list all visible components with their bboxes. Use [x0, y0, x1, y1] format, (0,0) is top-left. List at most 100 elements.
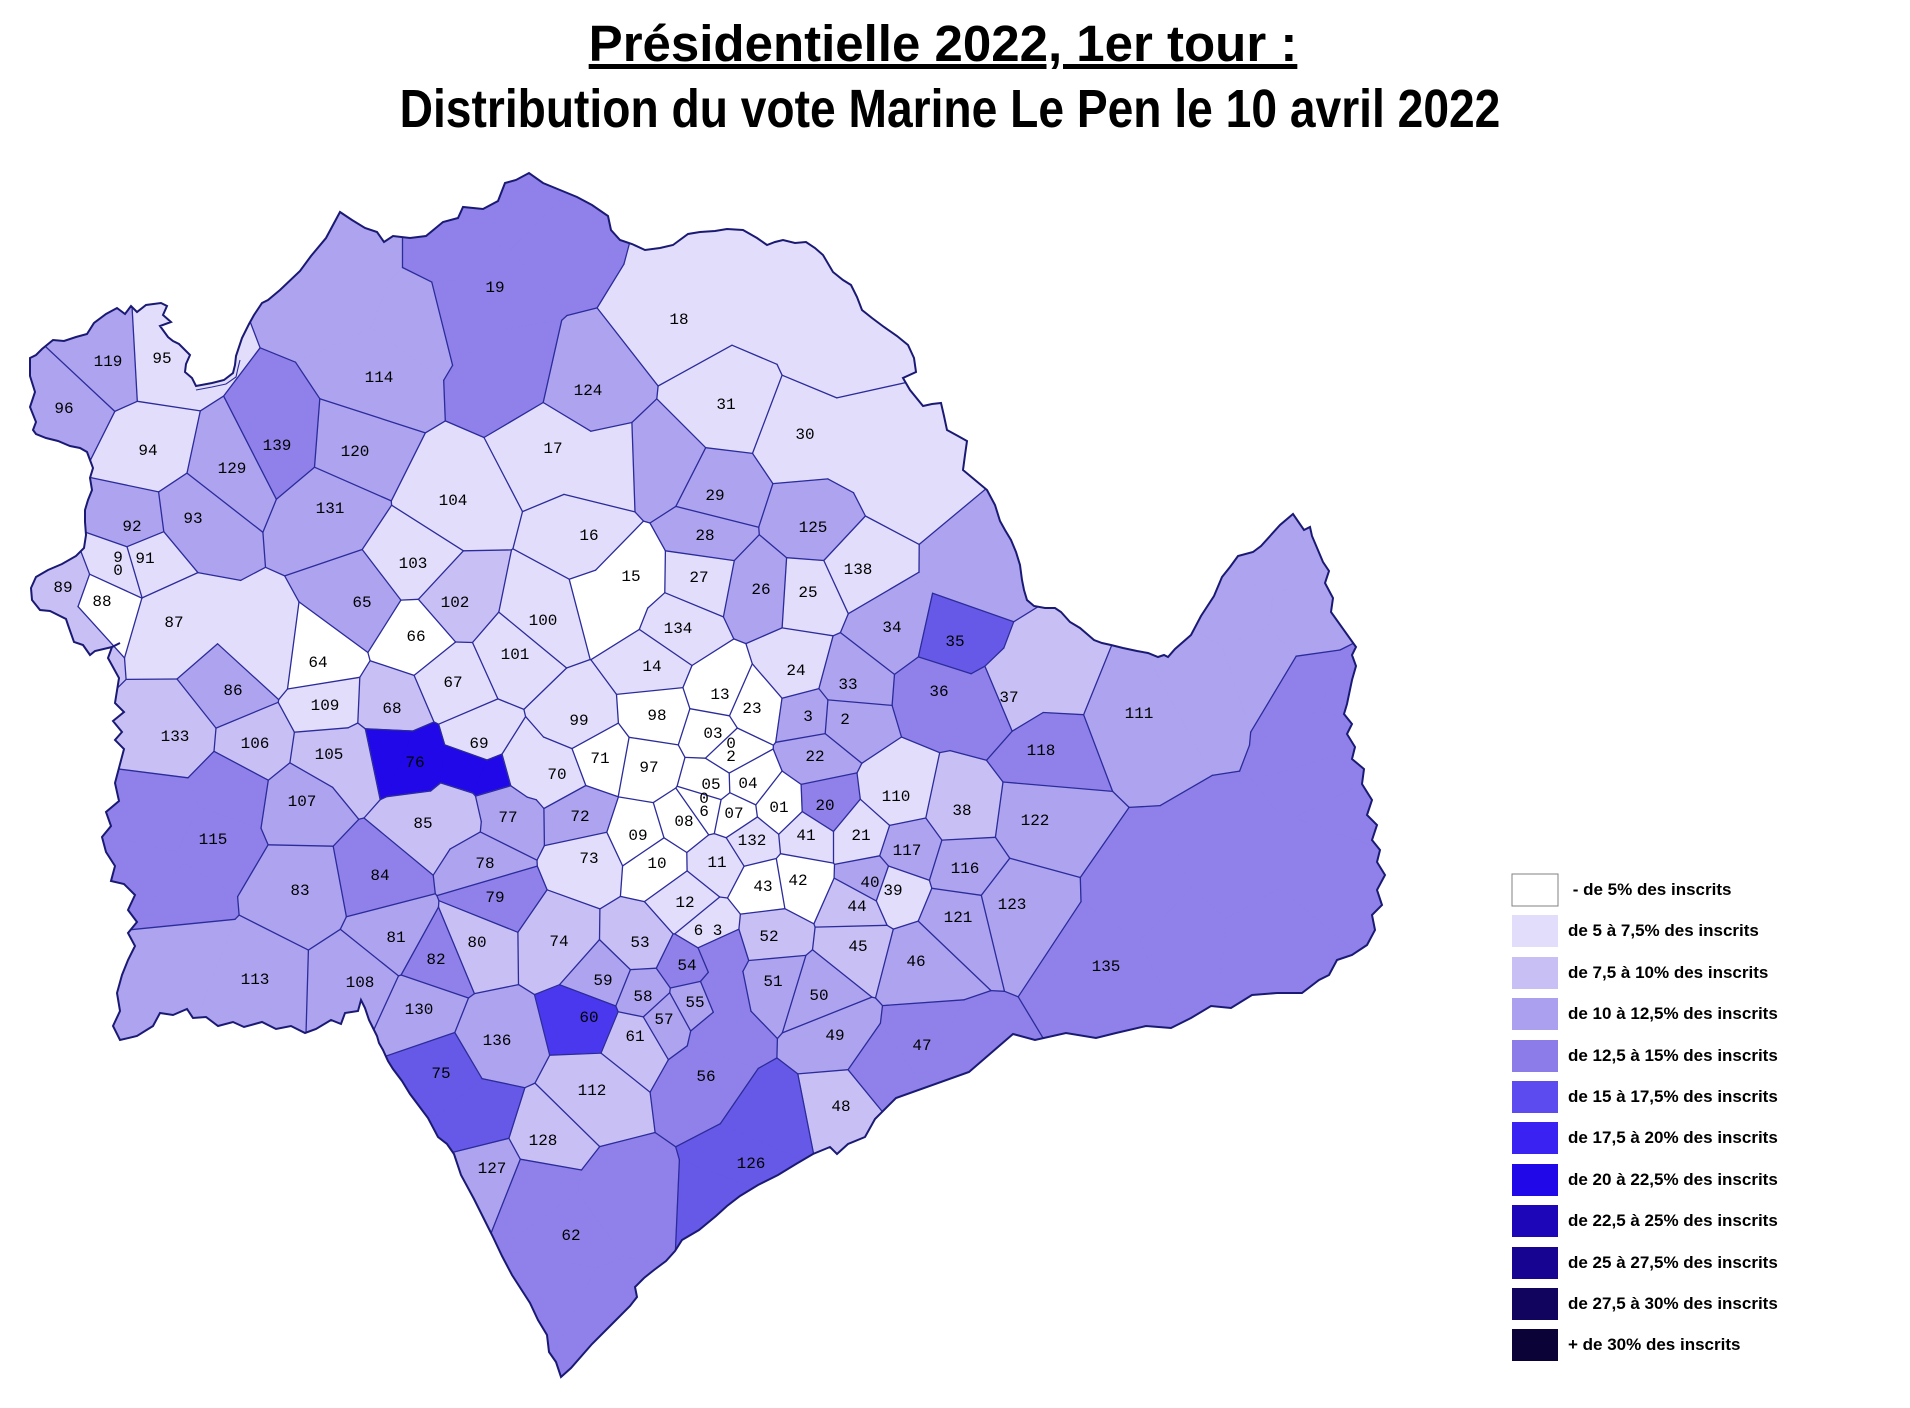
svg-text:36: 36: [929, 683, 948, 701]
svg-text:de 12,5 à 15% des inscrits: de 12,5 à 15% des inscrits: [1568, 1046, 1778, 1065]
svg-text:106: 106: [241, 735, 270, 753]
svg-text:23: 23: [742, 700, 761, 718]
svg-text:114: 114: [365, 369, 394, 387]
svg-text:129: 129: [218, 460, 247, 478]
svg-text:81: 81: [386, 929, 405, 947]
svg-text:125: 125: [799, 519, 828, 537]
svg-text:133: 133: [161, 728, 190, 746]
svg-text:15: 15: [621, 568, 640, 586]
svg-text:130: 130: [405, 1001, 434, 1019]
svg-text:65: 65: [352, 594, 371, 612]
svg-text:16: 16: [579, 527, 598, 545]
svg-text:91: 91: [135, 550, 154, 568]
svg-text:53: 53: [630, 934, 649, 952]
svg-text:112: 112: [578, 1082, 607, 1100]
svg-text:59: 59: [593, 972, 612, 990]
svg-text:121: 121: [944, 909, 973, 927]
svg-text:82: 82: [426, 951, 445, 969]
svg-text:31: 31: [716, 396, 735, 414]
svg-text:139: 139: [263, 437, 292, 455]
svg-text:05: 05: [701, 776, 720, 794]
svg-text:42: 42: [788, 872, 807, 890]
svg-text:113: 113: [241, 971, 270, 989]
svg-text:115: 115: [199, 831, 228, 849]
svg-text:de 17,5 à 20% des inscrits: de 17,5 à 20% des inscrits: [1568, 1128, 1778, 1147]
svg-text:78: 78: [475, 855, 494, 873]
svg-text:77: 77: [498, 809, 517, 827]
svg-text:2: 2: [726, 748, 736, 766]
svg-text:104: 104: [439, 492, 468, 510]
svg-text:de 5 à 7,5% des inscrits: de 5 à 7,5% des inscrits: [1568, 921, 1759, 940]
svg-text:64: 64: [308, 654, 327, 672]
svg-text:57: 57: [654, 1011, 673, 1029]
svg-text:56: 56: [696, 1068, 715, 1086]
svg-text:99: 99: [569, 712, 588, 730]
svg-text:60: 60: [579, 1009, 598, 1027]
svg-text:12: 12: [675, 894, 694, 912]
svg-text:3: 3: [803, 708, 813, 726]
svg-text:0: 0: [726, 735, 736, 753]
svg-text:84: 84: [370, 867, 389, 885]
svg-text:97: 97: [639, 759, 658, 777]
svg-text:de 22,5 à 25% des inscrits: de 22,5 à 25% des inscrits: [1568, 1211, 1778, 1230]
svg-text:76: 76: [405, 754, 424, 772]
svg-text:10: 10: [647, 855, 666, 873]
svg-text:96: 96: [54, 400, 73, 418]
svg-text:111: 111: [1125, 705, 1154, 723]
svg-text:09: 09: [628, 827, 647, 845]
svg-text:47: 47: [912, 1037, 931, 1055]
svg-text:49: 49: [825, 1027, 844, 1045]
svg-text:119: 119: [94, 353, 123, 371]
svg-text:98: 98: [647, 707, 666, 725]
svg-text:2: 2: [840, 711, 850, 729]
svg-text:0: 0: [113, 562, 123, 580]
svg-text:73: 73: [579, 850, 598, 868]
svg-text:117: 117: [893, 842, 922, 860]
svg-text:de 7,5 à 10% des inscrits: de 7,5 à 10% des inscrits: [1568, 963, 1768, 982]
svg-text:24: 24: [786, 662, 805, 680]
svg-text:38: 38: [952, 802, 971, 820]
svg-text:80: 80: [467, 934, 486, 952]
svg-text:0: 0: [699, 790, 709, 808]
svg-text:- de 5% des inscrits: - de 5% des inscrits: [1568, 880, 1731, 899]
svg-text:44: 44: [847, 898, 866, 916]
svg-text:14: 14: [642, 658, 661, 676]
svg-text:101: 101: [501, 646, 530, 664]
svg-text:72: 72: [570, 808, 589, 826]
svg-text:132: 132: [738, 832, 767, 850]
svg-text:18: 18: [669, 311, 688, 329]
svg-text:6 3: 6 3: [694, 922, 723, 940]
svg-text:+ de 30% des inscrits: + de 30% des inscrits: [1568, 1335, 1740, 1354]
svg-text:45: 45: [848, 938, 867, 956]
svg-text:75: 75: [431, 1065, 450, 1083]
svg-text:100: 100: [529, 612, 558, 630]
svg-text:128: 128: [529, 1132, 558, 1150]
svg-text:9: 9: [113, 549, 123, 567]
svg-text:103: 103: [399, 555, 428, 573]
svg-text:122: 122: [1021, 812, 1050, 830]
svg-text:107: 107: [288, 793, 317, 811]
svg-text:de 27,5 à 30% des inscrits: de 27,5 à 30% des inscrits: [1568, 1294, 1778, 1313]
svg-text:35: 35: [945, 633, 964, 651]
svg-text:123: 123: [998, 896, 1027, 914]
svg-text:108: 108: [346, 974, 375, 992]
svg-text:28: 28: [695, 527, 714, 545]
svg-text:de 20 à 22,5% des inscrits: de 20 à 22,5% des inscrits: [1568, 1170, 1778, 1189]
svg-text:95: 95: [152, 350, 171, 368]
svg-text:46: 46: [906, 953, 925, 971]
svg-text:51: 51: [763, 973, 782, 991]
svg-text:07: 07: [724, 805, 743, 823]
svg-text:6: 6: [699, 803, 709, 821]
svg-text:116: 116: [951, 860, 980, 878]
svg-text:41: 41: [796, 827, 815, 845]
svg-text:13: 13: [710, 686, 729, 704]
svg-text:48: 48: [831, 1098, 850, 1116]
svg-text:43: 43: [753, 878, 772, 896]
svg-text:70: 70: [547, 766, 566, 784]
svg-text:34: 34: [882, 619, 901, 637]
svg-text:110: 110: [882, 788, 911, 806]
svg-text:89: 89: [53, 579, 72, 597]
svg-text:118: 118: [1027, 742, 1056, 760]
svg-text:92: 92: [122, 518, 141, 536]
svg-text:66: 66: [406, 628, 425, 646]
